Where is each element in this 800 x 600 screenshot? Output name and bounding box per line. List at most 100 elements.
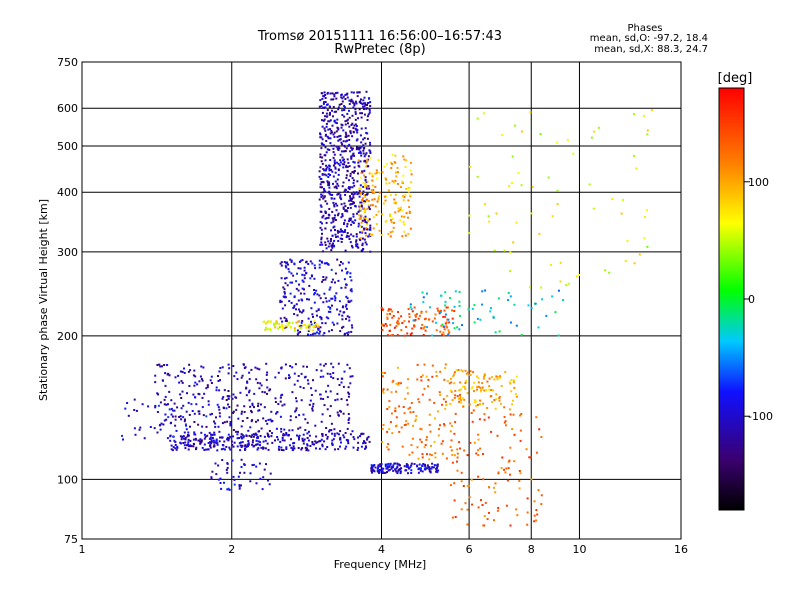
- data-point: [624, 260, 627, 262]
- data-point: [344, 193, 347, 196]
- data-point: [279, 415, 282, 418]
- data-point: [308, 403, 311, 406]
- data-point: [461, 397, 464, 400]
- data-point: [426, 326, 429, 329]
- data-point: [319, 316, 322, 319]
- data-point: [210, 477, 213, 480]
- data-point: [355, 148, 358, 151]
- data-point: [315, 447, 317, 450]
- data-point: [342, 325, 345, 328]
- data-point: [340, 198, 343, 201]
- data-point: [324, 200, 327, 203]
- data-point: [330, 281, 333, 284]
- data-point: [477, 449, 479, 452]
- data-point: [361, 193, 364, 195]
- data-point: [321, 156, 324, 159]
- data-point: [378, 171, 381, 174]
- data-point: [359, 201, 362, 204]
- data-point: [352, 101, 355, 104]
- data-point: [369, 234, 372, 236]
- data-point: [266, 442, 269, 445]
- data-point: [423, 363, 426, 366]
- data-point: [350, 233, 353, 236]
- data-point: [413, 324, 416, 327]
- data-point: [340, 216, 343, 219]
- data-point: [266, 432, 269, 435]
- data-point: [333, 323, 335, 326]
- data-point: [338, 164, 341, 167]
- data-point: [354, 127, 357, 130]
- data-point: [322, 197, 325, 200]
- data-point: [238, 487, 241, 490]
- data-point: [307, 333, 309, 336]
- data-point: [313, 289, 315, 291]
- data-point: [366, 437, 369, 440]
- data-point: [368, 111, 371, 114]
- data-point: [387, 189, 390, 192]
- data-point: [266, 392, 268, 395]
- data-point: [167, 372, 170, 375]
- data-point: [507, 292, 510, 294]
- data-point: [280, 300, 283, 303]
- data-point: [235, 371, 238, 374]
- x-tick-label: 6: [466, 543, 473, 556]
- data-point: [217, 375, 219, 377]
- data-point: [419, 468, 422, 471]
- data-point: [363, 194, 365, 196]
- data-point: [319, 132, 321, 135]
- data-point: [254, 432, 257, 435]
- data-point: [343, 144, 346, 147]
- data-point: [411, 437, 414, 440]
- data-point: [298, 438, 300, 441]
- data-point: [399, 472, 402, 475]
- data-point: [157, 404, 160, 407]
- data-point: [435, 329, 438, 332]
- data-point: [226, 420, 229, 423]
- data-point: [276, 436, 279, 438]
- data-point: [171, 449, 174, 452]
- data-point: [323, 190, 326, 193]
- data-point: [169, 422, 172, 425]
- data-point: [330, 249, 333, 252]
- data-point: [280, 430, 283, 433]
- data-point: [428, 398, 431, 401]
- data-point: [333, 153, 336, 156]
- x-tick-label: 2: [228, 543, 235, 556]
- data-point: [329, 106, 331, 109]
- data-point: [280, 367, 283, 370]
- data-point: [321, 434, 324, 437]
- data-point: [279, 262, 282, 265]
- data-point: [336, 432, 339, 435]
- data-point: [280, 325, 282, 328]
- data-point: [530, 212, 533, 215]
- data-point: [421, 374, 424, 377]
- data-point: [322, 279, 325, 281]
- data-point: [339, 197, 342, 199]
- data-point: [362, 144, 365, 147]
- data-point: [232, 435, 234, 438]
- data-point: [346, 363, 349, 366]
- data-point: [190, 445, 193, 448]
- data-point: [374, 185, 377, 188]
- data-point: [319, 440, 322, 443]
- data-point: [320, 193, 323, 196]
- data-point: [217, 464, 220, 467]
- data-point: [329, 193, 332, 196]
- data-point: [340, 93, 343, 96]
- data-point: [321, 119, 323, 122]
- data-point: [333, 161, 336, 164]
- data-point: [376, 200, 379, 203]
- data-point: [517, 172, 520, 175]
- data-point: [259, 435, 262, 437]
- data-point: [172, 435, 175, 438]
- data-point: [228, 395, 231, 398]
- data-point: [369, 150, 372, 153]
- data-point: [391, 310, 394, 313]
- data-point: [250, 420, 253, 423]
- data-point: [306, 443, 309, 446]
- data-point: [256, 436, 258, 439]
- data-point: [274, 439, 276, 442]
- data-point: [331, 109, 333, 112]
- data-point: [315, 310, 318, 313]
